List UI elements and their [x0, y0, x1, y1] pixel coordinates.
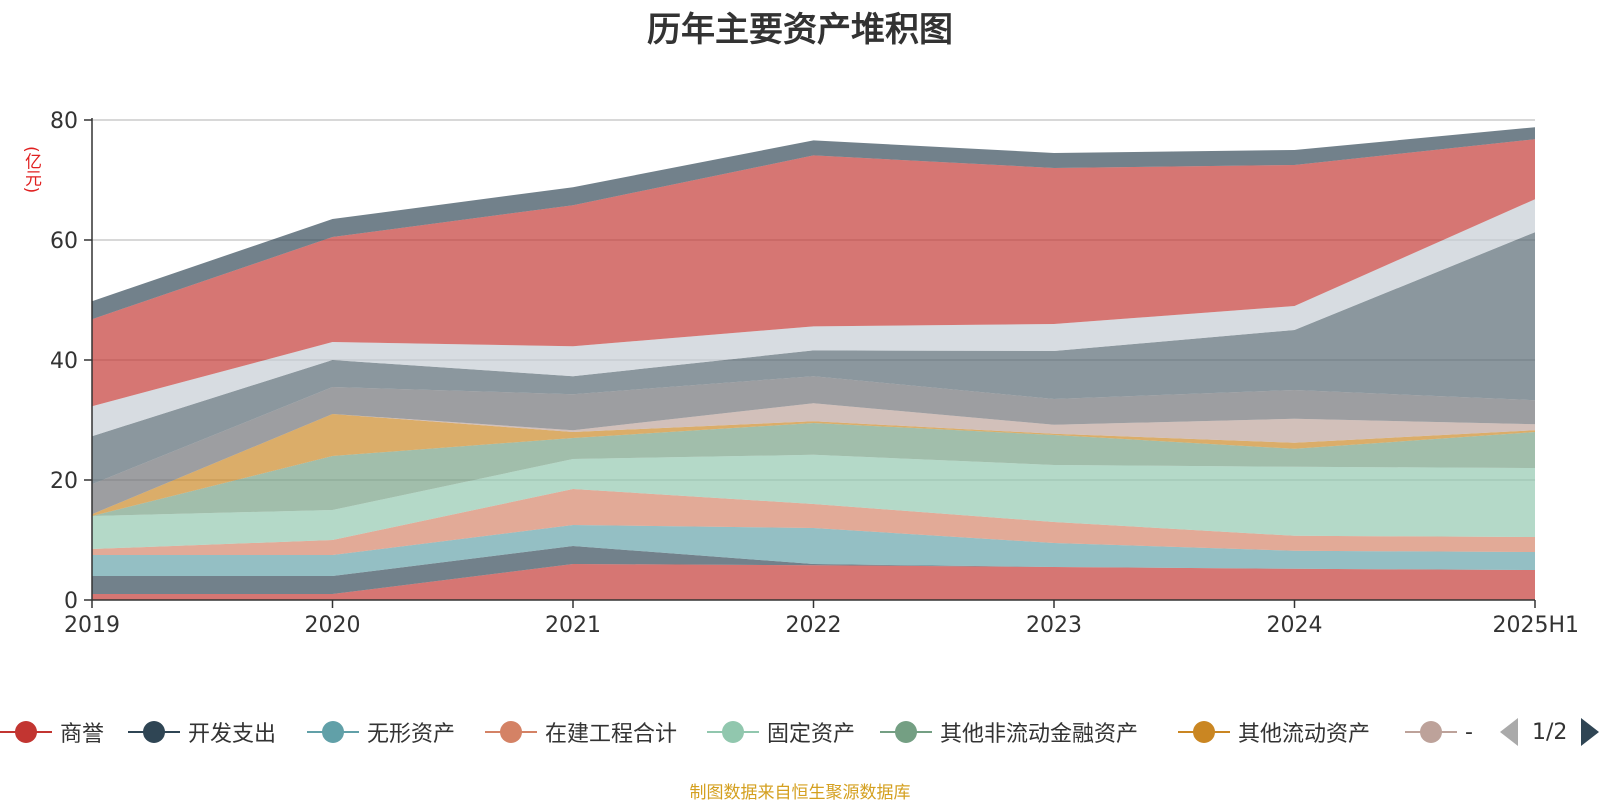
- x-tick-label: 2021: [545, 613, 601, 638]
- legend-label: 商誉: [60, 722, 105, 747]
- legend-marker-icon: [0, 712, 52, 752]
- y-tick-label: 60: [50, 229, 78, 254]
- axes: 0 20 40 60 80 2019 2020 2021 2022 2023 2024 2025H1: [50, 109, 1579, 638]
- legend-label: 无形资产: [367, 722, 456, 747]
- x-tick-label: 2022: [786, 613, 842, 638]
- x-tick-label: 2024: [1267, 613, 1323, 638]
- legend-item-1[interactable]: 开发支出: [128, 712, 276, 752]
- x-tick-label: 2020: [305, 613, 361, 638]
- legend-page-indicator: 1/2: [1532, 719, 1568, 745]
- area-series-12: [92, 127, 1535, 320]
- legend-item-7[interactable]: -: [1405, 712, 1473, 752]
- x-tick-label: 2019: [64, 613, 120, 638]
- chart-title: 历年主要资产堆积图: [647, 10, 953, 50]
- y-tick-label: 20: [50, 469, 78, 494]
- area-series-11: [92, 139, 1535, 407]
- legend-pager: 1/2: [1500, 712, 1600, 752]
- area-series-6: [92, 414, 1535, 516]
- source-note: 制图数据来自恒生聚源数据库: [689, 783, 911, 803]
- area-series-9: [92, 232, 1535, 485]
- y-tick-label: 0: [64, 589, 78, 614]
- area-series-3: [92, 489, 1535, 555]
- area-series-10: [92, 199, 1535, 437]
- legend-item-5[interactable]: 其他非流动金融资产: [880, 712, 1138, 752]
- legend-label: -: [1465, 719, 1473, 745]
- legend-next-page-icon[interactable]: [1581, 718, 1600, 746]
- legend-marker-icon: [307, 712, 359, 752]
- area-series-7: [92, 403, 1535, 515]
- area-series-0: [92, 564, 1535, 600]
- legend-label: 在建工程合计: [545, 722, 678, 747]
- area-series-2: [92, 525, 1535, 576]
- area-series: [92, 127, 1535, 600]
- legend-marker-icon: [880, 712, 932, 752]
- legend-prev-page-icon[interactable]: [1500, 718, 1518, 746]
- legend-item-4[interactable]: 固定资产: [707, 712, 855, 752]
- legend-label: 固定资产: [767, 722, 856, 747]
- y-tick-label: 40: [50, 349, 78, 374]
- legend-label: 开发支出: [188, 722, 277, 747]
- legend-marker-icon: [485, 712, 537, 752]
- y-tick-label: 80: [50, 109, 78, 134]
- stacked-area-chart: 0 20 40 60 80 2019 2020 2021 2022 2023 2024 2025H1: [50, 109, 1579, 638]
- legend-item-0[interactable]: 商誉: [0, 712, 104, 752]
- x-tick-label: 2025H1: [1492, 613, 1579, 638]
- legend-marker-icon: [1405, 712, 1457, 752]
- legend-marker-icon: [707, 712, 759, 752]
- legend-item-2[interactable]: 无形资产: [307, 712, 455, 752]
- area-series-4: [92, 454, 1535, 549]
- legend-marker-icon: [1178, 712, 1230, 752]
- legend-label: 其他非流动金融资产: [940, 722, 1139, 747]
- legend: 商誉 开发支出 无形资产 在建工程合计 固定资产 其他非流动金融资产 其他流动资产 -: [0, 712, 1600, 752]
- area-series-8: [92, 376, 1535, 515]
- legend-marker-icon: [128, 712, 180, 752]
- legend-item-6[interactable]: 其他流动资产: [1178, 712, 1370, 752]
- x-tick-label: 2023: [1026, 613, 1082, 638]
- legend-label: 其他流动资产: [1238, 722, 1371, 747]
- legend-item-3[interactable]: 在建工程合计: [485, 712, 677, 752]
- area-series-5: [92, 423, 1535, 516]
- y-axis-unit-label: (亿元): [21, 146, 41, 194]
